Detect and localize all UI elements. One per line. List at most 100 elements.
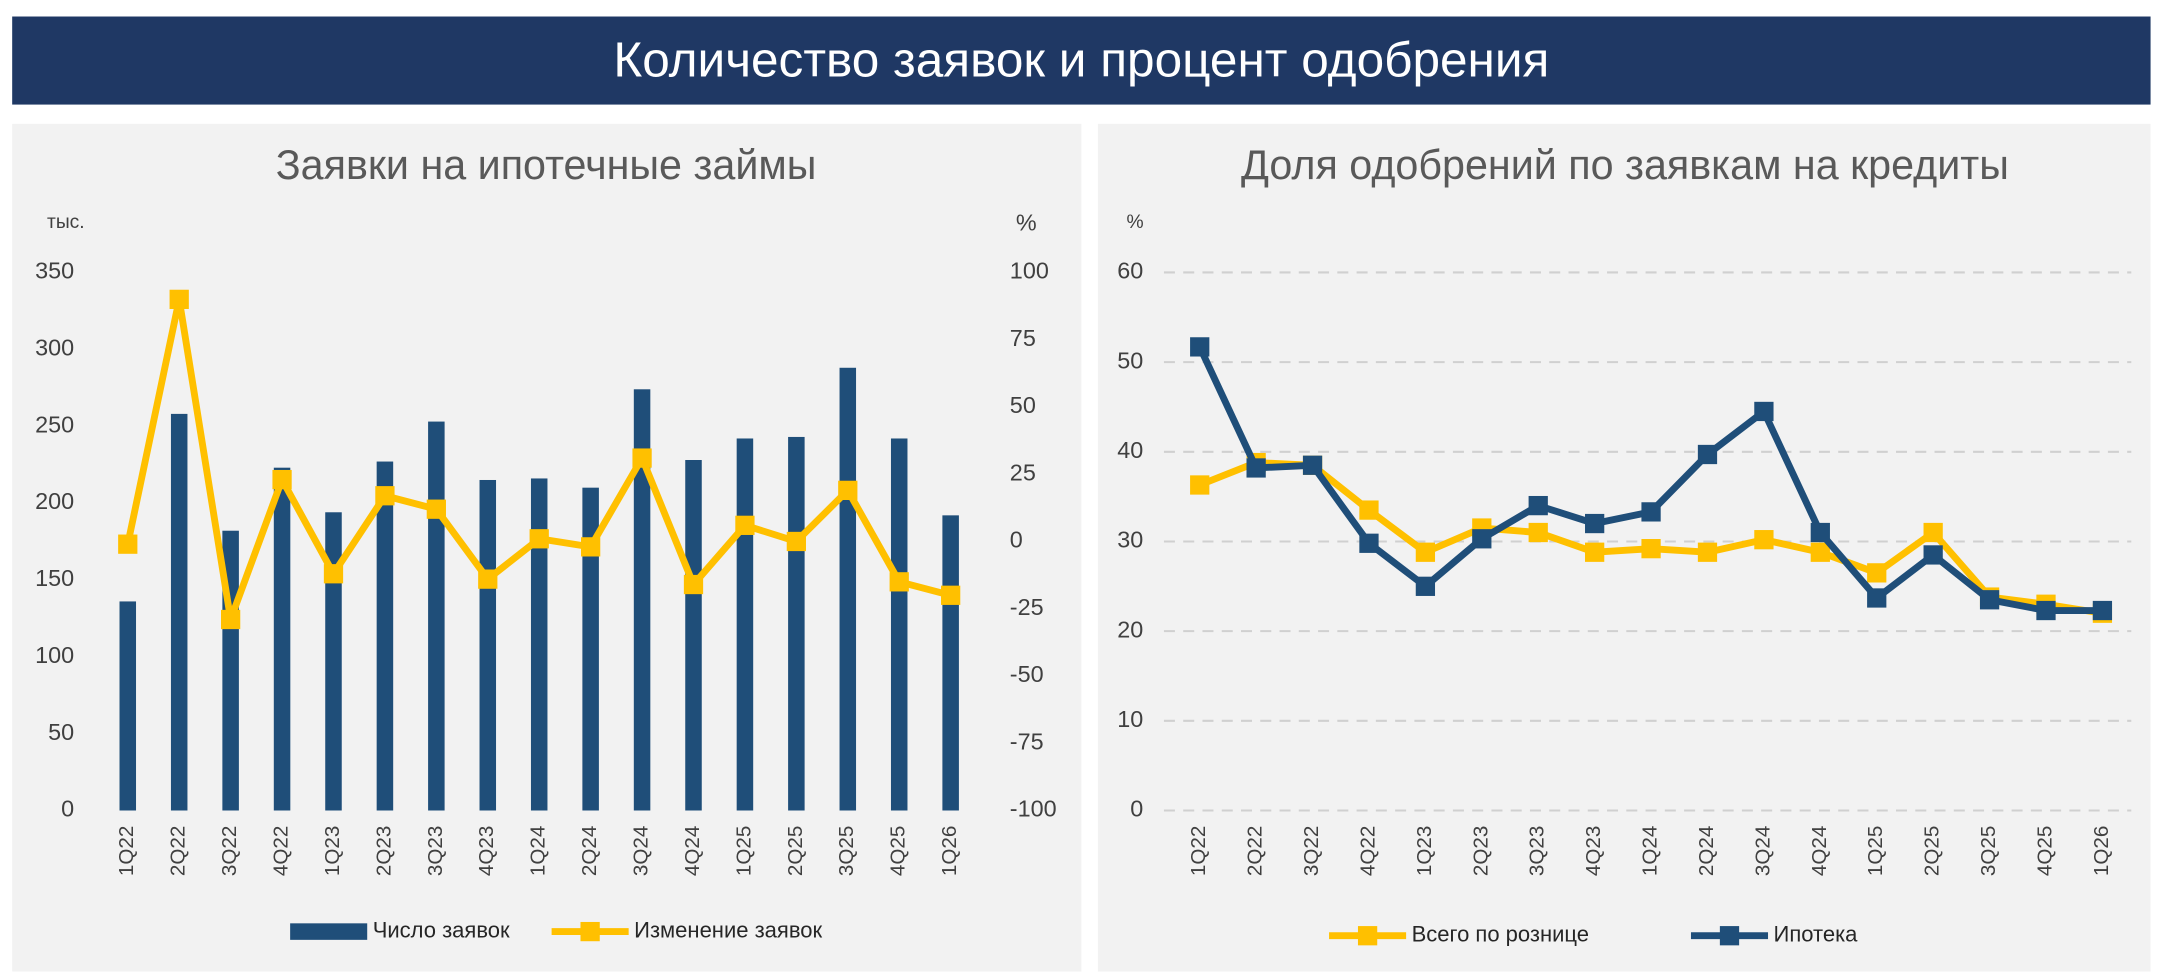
marker bbox=[1472, 529, 1492, 549]
x-tick-label: 3Q25 bbox=[1977, 826, 2000, 876]
x-tick-label: 4Q25 bbox=[2033, 826, 2056, 876]
bar bbox=[736, 438, 754, 811]
x-tick-label: 4Q22 bbox=[270, 826, 293, 876]
x-tick-label: 3Q22 bbox=[218, 826, 241, 876]
marker bbox=[1754, 401, 1774, 422]
marker bbox=[1302, 455, 1323, 475]
bar bbox=[376, 461, 394, 811]
y-tick-label: 50 bbox=[1117, 347, 1143, 373]
x-tick-label: 2Q22 bbox=[167, 826, 190, 876]
marker bbox=[683, 574, 704, 595]
x-tick-label: 2Q22 bbox=[1244, 826, 1267, 876]
y2-tick-label: -25 bbox=[1010, 594, 1044, 620]
marker bbox=[272, 469, 292, 490]
marker bbox=[426, 499, 446, 519]
legend-label: Число заявок bbox=[373, 917, 510, 942]
marker bbox=[838, 480, 858, 500]
y2-tick-label: 50 bbox=[1010, 392, 1036, 418]
y2-axis-label: % bbox=[1016, 209, 1037, 235]
y-tick-label: 40 bbox=[1117, 437, 1143, 463]
y2-tick-label: 0 bbox=[1010, 527, 1023, 553]
marker bbox=[889, 572, 909, 592]
y-tick-label: 60 bbox=[1117, 258, 1143, 284]
bar bbox=[839, 367, 857, 811]
y-tick-label: 150 bbox=[35, 565, 74, 591]
legend-label: Изменение заявок bbox=[634, 917, 822, 942]
legend-label: Всего по рознице bbox=[1412, 922, 1589, 947]
y2-tick-label: -75 bbox=[1010, 728, 1044, 754]
x-tick-label: 3Q23 bbox=[424, 826, 447, 876]
bar bbox=[119, 601, 137, 811]
marker bbox=[375, 486, 395, 506]
bar bbox=[479, 479, 497, 811]
y-tick-label: 0 bbox=[1130, 796, 1143, 822]
x-tick-label: 4Q24 bbox=[681, 826, 704, 876]
chart-title: Заявки на ипотечные займы bbox=[276, 142, 817, 188]
marker bbox=[1415, 576, 1436, 596]
x-tick-label: 4Q23 bbox=[1582, 826, 1605, 876]
marker bbox=[1867, 588, 1887, 608]
marker bbox=[1415, 542, 1436, 562]
y2-tick-label: 25 bbox=[1010, 459, 1036, 485]
marker bbox=[735, 515, 755, 535]
marker bbox=[2092, 600, 2113, 621]
y-tick-label: 200 bbox=[35, 488, 74, 514]
marker bbox=[1697, 542, 1718, 562]
y2-tick-label: -50 bbox=[1010, 661, 1044, 687]
legend-swatch bbox=[290, 923, 368, 940]
bar bbox=[428, 421, 445, 811]
y2-tick-label: -100 bbox=[1010, 796, 1057, 822]
marker bbox=[1810, 542, 1830, 562]
header-band bbox=[12, 16, 2151, 105]
marker bbox=[1528, 495, 1548, 516]
bar bbox=[273, 467, 291, 811]
marker bbox=[1810, 522, 1830, 543]
marker bbox=[1585, 513, 1605, 534]
y-axis-label: % bbox=[1126, 212, 1143, 233]
bar bbox=[170, 413, 188, 811]
x-tick-label: 1Q24 bbox=[527, 826, 550, 876]
bar bbox=[582, 487, 599, 811]
x-tick-label: 4Q24 bbox=[1808, 826, 1831, 876]
y-axis-label: тыс. bbox=[47, 212, 85, 233]
x-tick-label: 1Q24 bbox=[1639, 826, 1662, 876]
marker bbox=[1246, 458, 1266, 478]
marker bbox=[118, 534, 138, 554]
y-tick-label: 30 bbox=[1117, 527, 1143, 553]
marker bbox=[323, 564, 344, 584]
x-tick-label: 4Q25 bbox=[887, 826, 910, 876]
bar bbox=[633, 389, 651, 811]
marker bbox=[529, 529, 549, 549]
x-tick-label: 3Q23 bbox=[1526, 826, 1549, 876]
y-tick-label: 100 bbox=[35, 642, 74, 668]
y-tick-label: 10 bbox=[1117, 706, 1143, 732]
y2-tick-label: 75 bbox=[1010, 325, 1036, 351]
chart-title: Доля одобрений по заявкам на кредиты bbox=[1241, 142, 2009, 188]
marker bbox=[169, 289, 189, 309]
x-tick-label: 1Q26 bbox=[938, 826, 961, 876]
legend-swatch bbox=[1357, 926, 1378, 946]
y-tick-label: 300 bbox=[35, 334, 74, 360]
y-tick-label: 50 bbox=[48, 719, 74, 745]
page-title: Количество заявок и процент одобрения bbox=[613, 32, 1549, 87]
x-tick-label: 1Q25 bbox=[1864, 826, 1887, 876]
x-tick-label: 1Q25 bbox=[732, 826, 755, 876]
x-tick-label: 1Q23 bbox=[1413, 826, 1436, 876]
x-tick-label: 2Q23 bbox=[372, 826, 395, 876]
marker bbox=[1923, 522, 1943, 543]
x-tick-label: 4Q23 bbox=[475, 826, 498, 876]
x-tick-label: 3Q24 bbox=[1751, 826, 1774, 876]
marker bbox=[1697, 444, 1718, 465]
x-tick-label: 1Q26 bbox=[2090, 826, 2113, 876]
marker bbox=[2036, 600, 2056, 621]
x-tick-label: 1Q22 bbox=[115, 826, 138, 876]
marker bbox=[1585, 542, 1605, 562]
marker bbox=[1528, 522, 1548, 543]
x-tick-label: 1Q23 bbox=[321, 826, 344, 876]
x-tick-label: 1Q22 bbox=[1187, 826, 1210, 876]
y-tick-label: 250 bbox=[35, 411, 74, 437]
y2-tick-label: 100 bbox=[1010, 258, 1049, 284]
marker bbox=[1190, 337, 1210, 357]
marker bbox=[1979, 590, 2000, 610]
